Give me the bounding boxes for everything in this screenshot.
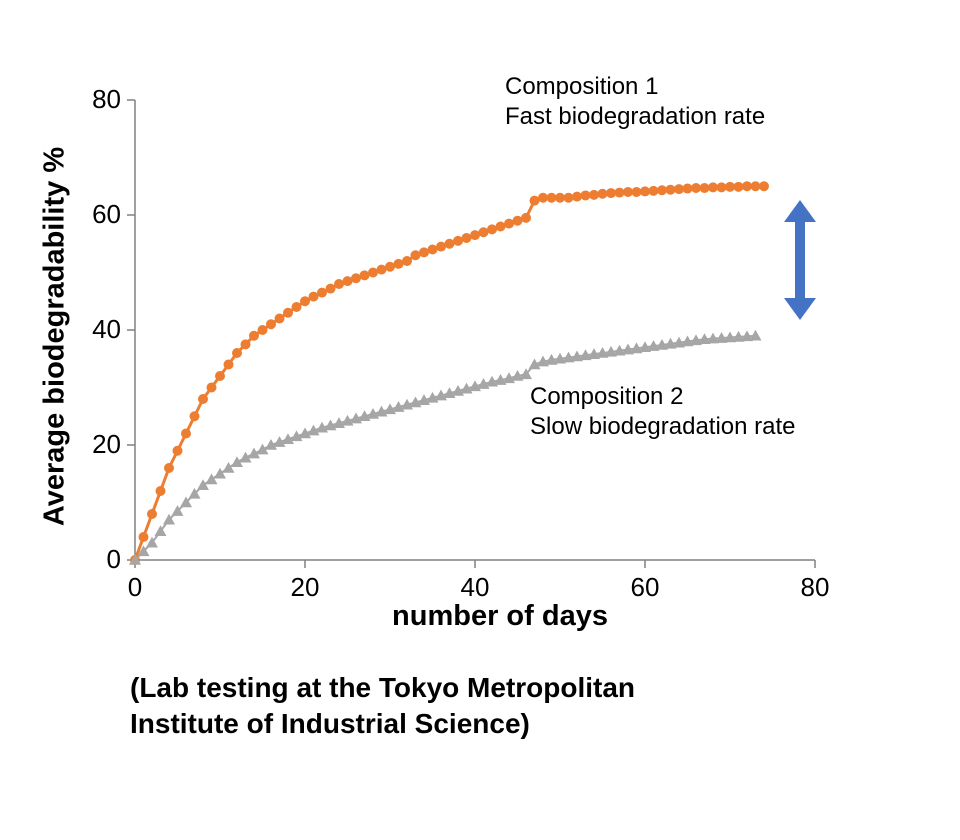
x-axis-label: number of days	[300, 600, 700, 633]
marker-circle	[589, 190, 599, 200]
y-tick-label: 0	[107, 544, 121, 575]
marker-circle	[283, 308, 293, 318]
marker-triangle	[197, 479, 209, 490]
marker-circle	[292, 302, 302, 312]
marker-circle	[572, 192, 582, 202]
marker-circle	[207, 383, 217, 393]
marker-circle	[734, 182, 744, 192]
annotation-composition-1-line2: Fast biodegradation rate	[505, 102, 765, 132]
marker-circle	[300, 296, 310, 306]
marker-circle	[326, 284, 336, 294]
marker-circle	[232, 348, 242, 358]
marker-circle	[224, 360, 234, 370]
marker-circle	[632, 187, 642, 197]
marker-circle	[462, 233, 472, 243]
marker-circle	[258, 325, 268, 335]
marker-circle	[504, 219, 514, 229]
marker-circle	[190, 411, 200, 421]
marker-circle	[309, 292, 319, 302]
y-tick-label: 80	[92, 84, 121, 115]
double-arrow-icon	[784, 200, 816, 320]
annotation-composition-1-line1: Composition 1	[505, 72, 765, 102]
marker-circle	[394, 259, 404, 269]
y-tick-label: 60	[92, 199, 121, 230]
marker-circle	[530, 196, 540, 206]
marker-circle	[615, 188, 625, 198]
x-tick-label: 20	[285, 572, 325, 603]
marker-circle	[674, 184, 684, 194]
marker-circle	[360, 270, 370, 280]
marker-circle	[759, 181, 769, 191]
marker-circle	[275, 314, 285, 324]
marker-circle	[453, 236, 463, 246]
marker-circle	[173, 446, 183, 456]
x-tick-label: 40	[455, 572, 495, 603]
marker-circle	[317, 288, 327, 298]
x-tick-label: 0	[115, 572, 155, 603]
marker-circle	[581, 190, 591, 200]
marker-circle	[496, 222, 506, 232]
chart-caption: (Lab testing at the Tokyo Metropolitan I…	[130, 670, 635, 743]
marker-circle	[717, 182, 727, 192]
annotation-composition-2: Composition 2 Slow biodegradation rate	[530, 382, 796, 442]
marker-circle	[479, 227, 489, 237]
x-tick-label: 80	[795, 572, 835, 603]
caption-line1: (Lab testing at the Tokyo Metropolitan	[130, 670, 635, 706]
marker-circle	[343, 276, 353, 286]
marker-circle	[215, 371, 225, 381]
marker-circle	[470, 230, 480, 240]
marker-triangle	[214, 468, 226, 479]
marker-circle	[156, 486, 166, 496]
marker-circle	[666, 185, 676, 195]
annotation-composition-1: Composition 1 Fast biodegradation rate	[505, 72, 765, 132]
marker-circle	[411, 250, 421, 260]
marker-circle	[147, 509, 157, 519]
annotation-composition-2-line1: Composition 2	[530, 382, 796, 412]
marker-circle	[385, 262, 395, 272]
marker-circle	[419, 247, 429, 257]
marker-circle	[351, 273, 361, 283]
marker-circle	[241, 339, 251, 349]
marker-triangle	[223, 462, 235, 473]
marker-circle	[640, 186, 650, 196]
marker-circle	[606, 188, 616, 198]
marker-circle	[521, 213, 531, 223]
marker-circle	[428, 245, 438, 255]
marker-circle	[649, 186, 659, 196]
marker-triangle	[206, 474, 218, 485]
marker-circle	[700, 183, 710, 193]
marker-circle	[487, 224, 497, 234]
marker-circle	[402, 256, 412, 266]
marker-circle	[445, 239, 455, 249]
marker-circle	[266, 319, 276, 329]
x-tick-label: 60	[625, 572, 665, 603]
marker-circle	[249, 331, 259, 341]
y-tick-label: 40	[92, 314, 121, 345]
marker-circle	[598, 189, 608, 199]
marker-circle	[164, 463, 174, 473]
marker-circle	[377, 265, 387, 275]
marker-circle	[181, 429, 191, 439]
annotation-composition-2-line2: Slow biodegradation rate	[530, 412, 796, 442]
marker-circle	[683, 184, 693, 194]
marker-circle	[657, 185, 667, 195]
marker-circle	[334, 279, 344, 289]
y-tick-label: 20	[92, 429, 121, 460]
marker-circle	[436, 242, 446, 252]
marker-circle	[513, 216, 523, 226]
marker-circle	[368, 268, 378, 278]
marker-circle	[198, 394, 208, 404]
caption-line2: Institute of Industrial Science)	[130, 706, 635, 742]
marker-circle	[139, 532, 149, 542]
biodegradability-chart	[0, 0, 960, 620]
marker-circle	[564, 193, 574, 203]
